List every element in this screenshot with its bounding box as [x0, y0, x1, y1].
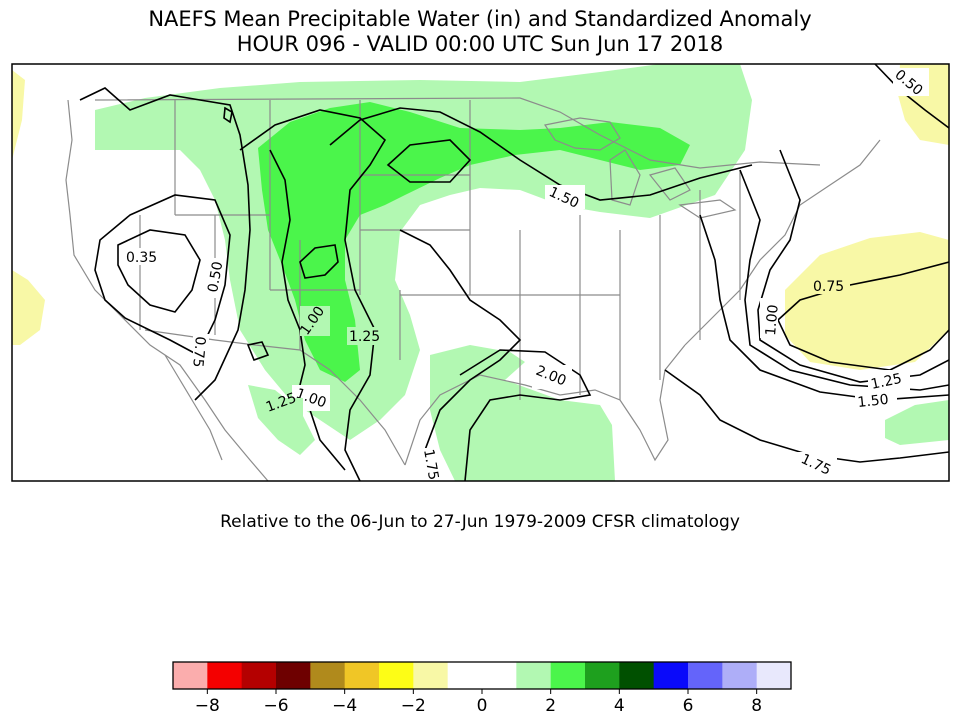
colorbar-cell [688, 662, 723, 689]
us-canada-border [94, 97, 821, 169]
contour-high-plains-loop [246, 341, 270, 362]
colorbar-cell [550, 662, 586, 689]
contour-150-loop [386, 139, 472, 183]
colorbar-cell [310, 662, 346, 689]
contour-small-loop [223, 106, 233, 124]
colorbar-cell [276, 662, 311, 689]
colorbar-tick-label: 6 [683, 696, 694, 716]
great-lakes [544, 117, 737, 219]
colorbar-cell [756, 662, 792, 689]
contour-100-loop [299, 244, 339, 279]
colorbar-cell [241, 662, 277, 689]
colorbar-cell [482, 662, 517, 689]
contour-label: 0.50 [205, 260, 226, 293]
colorbar-tick-label: −6 [263, 696, 288, 716]
colorbar-tick-label: −4 [332, 696, 357, 716]
contour-175 [399, 229, 522, 481]
contour-200 [459, 349, 592, 481]
contour-label: 1.50 [857, 392, 890, 411]
colorbar-cell [516, 662, 552, 689]
contour-labels: 0.35 0.50 0.75 1.00 1.25 1.00 1.25 2.00 … [123, 67, 929, 481]
anomaly-area-yellow-west [12, 70, 25, 160]
atlantic-coastline [684, 139, 881, 346]
anomaly-area-yellow-pacific [12, 270, 45, 345]
contour-035 [117, 229, 201, 313]
contour-175-atlantic [664, 369, 949, 463]
colorbar-cell [379, 662, 414, 689]
anomaly-area-light-green-gulf [430, 345, 615, 481]
contour-label: 1.25 [870, 371, 904, 393]
contour-label: 0.75 [189, 336, 208, 368]
anomaly-area-light-green-atlantic [885, 400, 949, 445]
contour-125 [239, 109, 387, 481]
contour-label: 1.25 [349, 329, 380, 345]
contour-150-north [329, 107, 753, 201]
colorbar-tick-label: 4 [614, 696, 625, 716]
colorbar-tick-label: −8 [195, 696, 220, 716]
colorbar-cell [344, 662, 380, 689]
anomaly-area-green-core [258, 102, 690, 382]
anomaly-area-yellow-atlantic [785, 232, 949, 370]
contour-label: 0.75 [813, 279, 844, 295]
colorbar-cell [722, 662, 758, 689]
contour-label: 1.75 [420, 448, 441, 481]
baja-peninsula [164, 354, 223, 461]
contour-075 [79, 87, 251, 401]
colorbar-tick-label: 2 [545, 696, 556, 716]
contour-label: 0.35 [126, 250, 157, 266]
geographic-boundaries [65, 97, 881, 481]
valid-time-subtitle: HOUR 096 - VALID 00:00 UTC Sun Jun 17 20… [236, 32, 724, 56]
gulf-coastline [404, 344, 686, 466]
map-frame [11, 63, 950, 482]
contour-075-atlantic [777, 261, 949, 371]
chart-title: NAEFS Mean Precipitable Water (in) and S… [148, 7, 812, 31]
climatology-caption: Relative to the 06-Jun to 27-Jun 1979-20… [220, 512, 740, 532]
west-coastline [65, 99, 269, 481]
colorbar-tick-label: 8 [751, 696, 762, 716]
colorbar-cell [653, 662, 689, 689]
us-mexico-border [144, 329, 406, 466]
colorbar-cell [207, 662, 243, 689]
colorbar-tick-label: −2 [401, 696, 426, 716]
colorbar-cell [619, 662, 655, 689]
colorbar-cell [173, 662, 208, 689]
colorbar-cell [413, 662, 449, 689]
contour-050-northeast [874, 64, 949, 129]
colorbar-cell [447, 662, 483, 689]
contour-label: 1.00 [763, 304, 782, 336]
colorbar-tick-label: 0 [477, 696, 488, 716]
state-lines [139, 100, 741, 400]
colorbar-cell [585, 662, 620, 689]
